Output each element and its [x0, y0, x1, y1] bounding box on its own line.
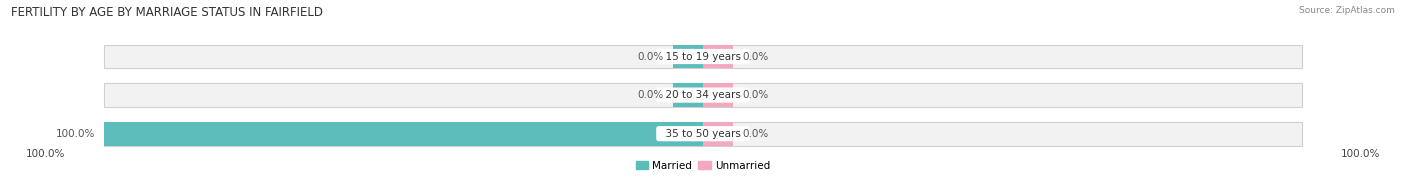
Text: 0.0%: 0.0%	[742, 52, 768, 62]
Text: 100.0%: 100.0%	[27, 149, 66, 159]
Bar	[104, 122, 703, 146]
Legend: Married, Unmarried: Married, Unmarried	[636, 161, 770, 171]
Text: 100.0%: 100.0%	[56, 129, 96, 139]
Text: 0.0%: 0.0%	[638, 52, 664, 62]
Text: FERTILITY BY AGE BY MARRIAGE STATUS IN FAIRFIELD: FERTILITY BY AGE BY MARRIAGE STATUS IN F…	[11, 6, 323, 19]
Text: 15 to 19 years: 15 to 19 years	[659, 52, 747, 62]
Text: 100.0%: 100.0%	[1340, 149, 1379, 159]
Bar	[703, 44, 1302, 68]
Bar	[703, 122, 1302, 146]
Bar	[703, 83, 733, 107]
Bar	[673, 44, 703, 68]
Bar	[104, 44, 703, 68]
Text: 0.0%: 0.0%	[742, 90, 768, 100]
Bar	[104, 122, 703, 146]
Text: 20 to 34 years: 20 to 34 years	[659, 90, 747, 100]
Text: 0.0%: 0.0%	[742, 129, 768, 139]
Text: 35 to 50 years: 35 to 50 years	[659, 129, 747, 139]
Bar	[703, 122, 733, 146]
Bar	[703, 83, 1302, 107]
Bar	[104, 83, 703, 107]
Bar	[673, 83, 703, 107]
Text: Source: ZipAtlas.com: Source: ZipAtlas.com	[1299, 6, 1395, 15]
Bar	[703, 44, 733, 68]
Text: 0.0%: 0.0%	[638, 90, 664, 100]
